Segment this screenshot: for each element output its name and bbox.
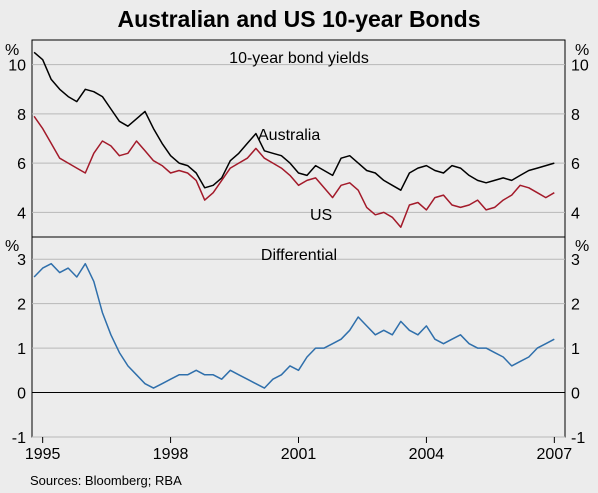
series-label-australia: Australia (258, 127, 320, 144)
source-note: Sources: Bloomberg; RBA (30, 473, 182, 488)
bottom-ytick-left-2: 1 (17, 341, 26, 358)
top-panel-grid (32, 64, 565, 213)
chart-title: Australian and US 10-year Bonds (118, 6, 481, 32)
bottom-ytick-right-2: 1 (571, 341, 580, 358)
top-ytick-right-3: 10 (571, 58, 589, 75)
top-panel-title: 10-year bond yields (229, 50, 369, 67)
bottom-ytick-right-4: 3 (571, 252, 580, 269)
bottom-panel-title: Differential (261, 247, 337, 264)
top-ytick-left-1: 6 (17, 156, 26, 173)
bottom-panel-y-ticks: -1 -1 0 0 1 1 2 2 3 3 (12, 252, 586, 447)
bottom-unit-right: % (575, 238, 589, 255)
bottom-ytick-left-0: -1 (12, 430, 26, 447)
x-tick-label-4: 2007 (537, 446, 573, 463)
bottom-ytick-left-1: 0 (17, 386, 26, 403)
bottom-unit-left: % (5, 238, 19, 255)
x-tick-label-3: 2004 (409, 446, 445, 463)
bottom-ytick-right-1: 0 (571, 386, 580, 403)
bottom-ytick-right-0: -1 (571, 430, 585, 447)
series-label-us: US (310, 207, 332, 224)
bottom-ytick-right-3: 2 (571, 297, 580, 314)
top-panel-series (33, 51, 555, 228)
series-line-differential (33, 262, 555, 389)
top-ytick-left-0: 4 (17, 205, 26, 222)
bottom-ytick-left-4: 3 (17, 252, 26, 269)
x-tick-label-2: 2001 (281, 446, 317, 463)
plot-frame (31, 39, 566, 438)
x-tick-label-0: 1995 (25, 446, 61, 463)
bottom-ytick-left-3: 2 (17, 297, 26, 314)
series-line-us (33, 115, 555, 228)
top-unit-right: % (575, 42, 589, 59)
top-unit-left: % (5, 42, 19, 59)
x-tick-label-1: 1998 (153, 446, 189, 463)
x-axis-ticks: 1995 1998 2001 2004 2007 (25, 437, 572, 463)
top-ytick-right-0: 4 (571, 205, 580, 222)
bottom-panel-series (33, 262, 555, 389)
series-line-australia (33, 51, 555, 191)
top-ytick-right-2: 8 (571, 107, 580, 124)
top-ytick-left-3: 10 (8, 58, 26, 75)
top-ytick-right-1: 6 (571, 156, 580, 173)
top-panel-y-ticks: 4 4 6 6 8 8 10 10 (8, 58, 589, 223)
top-ytick-left-2: 8 (17, 107, 26, 124)
